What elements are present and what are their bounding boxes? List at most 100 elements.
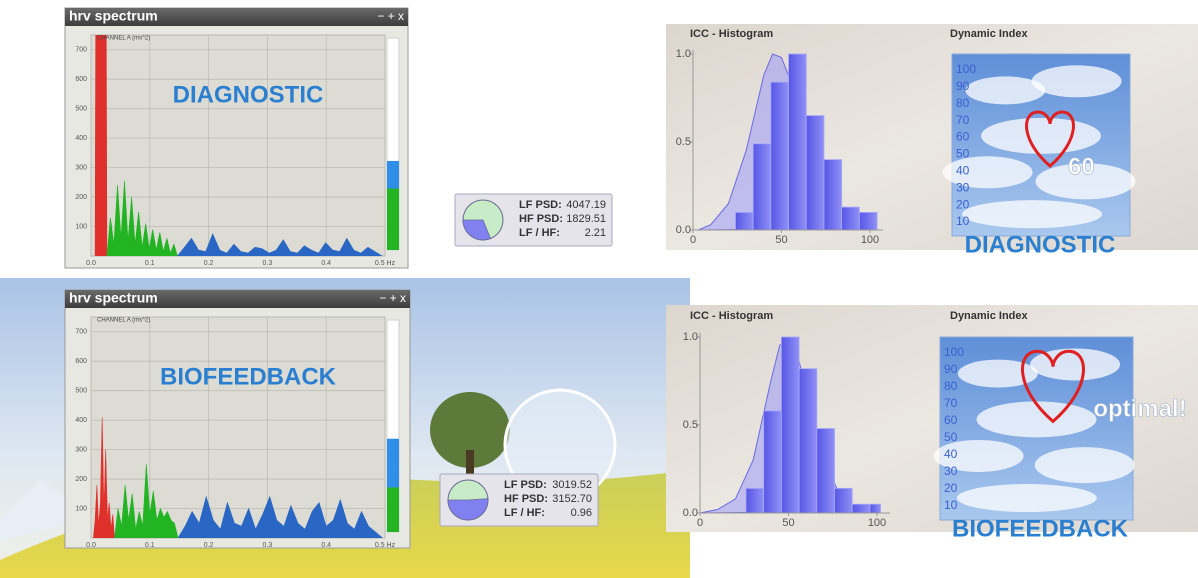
x-tick-label: 0.1 xyxy=(145,542,155,549)
mode-label: BIOFEEDBACK xyxy=(952,515,1129,542)
index-value: 60 xyxy=(1068,153,1095,180)
scale-label: 10 xyxy=(956,214,970,228)
spectrum-window: hrv spectrum− + x1002003004005006007000.… xyxy=(65,290,410,549)
histogram-bar xyxy=(753,144,771,230)
y-tick-label: 600 xyxy=(75,358,87,365)
scale-label: 20 xyxy=(956,197,970,211)
y-tick-label: 0.0 xyxy=(676,224,691,236)
y-tick-label: 100 xyxy=(75,223,87,230)
psd-value: 1829.51 xyxy=(566,213,606,225)
x-tick-label: 0.3 xyxy=(263,260,273,267)
y-tick-label: 0.0 xyxy=(683,507,698,519)
scale-label: 70 xyxy=(956,113,970,127)
histogram-bar xyxy=(735,212,753,230)
histogram-bar xyxy=(771,82,789,230)
y-tick-label: 200 xyxy=(75,476,87,483)
y-tick-label: 700 xyxy=(75,329,87,336)
x-tick-label: 100 xyxy=(868,517,886,529)
scale-label: 60 xyxy=(956,130,970,144)
histogram-bar xyxy=(852,504,870,513)
y-tick-label: 100 xyxy=(75,505,87,512)
scale-label: 20 xyxy=(944,481,958,495)
psd-label: LF PSD: xyxy=(519,199,562,211)
psd-label: HF PSD: xyxy=(519,213,563,225)
scale-label: 70 xyxy=(944,396,958,410)
scale-label: 10 xyxy=(944,498,958,512)
mode-label: DIAGNOSTIC xyxy=(173,81,324,108)
y-tick-label: 1.0 xyxy=(683,331,698,343)
scale-label: 100 xyxy=(944,345,964,359)
y-tick-label: 500 xyxy=(75,106,87,113)
x-tick-label: 0 xyxy=(690,234,696,246)
x-tick-label: 50 xyxy=(775,234,787,246)
gauge-segment xyxy=(387,487,399,532)
cloud xyxy=(981,118,1101,154)
scale-label: 30 xyxy=(944,464,958,478)
y-tick-label: 300 xyxy=(75,164,87,171)
y-tick-label: 400 xyxy=(75,135,87,142)
psd-label: LF PSD: xyxy=(504,479,547,491)
scale-label: 90 xyxy=(944,362,958,376)
panel-title: Dynamic Index xyxy=(950,28,1029,40)
panel-title: Dynamic Index xyxy=(950,310,1029,322)
window-controls[interactable]: − + x xyxy=(377,9,404,23)
y-tick-label: 400 xyxy=(75,417,87,424)
x-tick-label: 0.1 xyxy=(145,260,155,267)
cloud xyxy=(957,484,1097,512)
y-tick-label: 1.0 xyxy=(676,48,691,60)
dynamic-index: Dynamic Index10090807060504030201060DIAG… xyxy=(943,28,1136,258)
scale-label: 30 xyxy=(956,180,970,194)
y-tick-label: 200 xyxy=(75,194,87,201)
psd-label: LF / HF: xyxy=(519,227,560,239)
x-tick-label: 0.5 Hz xyxy=(375,260,396,267)
cloud xyxy=(1032,65,1122,97)
y-tick-label: 700 xyxy=(75,47,87,54)
window-title: hrv spectrum xyxy=(69,8,158,24)
scale-label: 90 xyxy=(956,79,970,93)
histogram-bar xyxy=(859,212,877,230)
panel-title: ICC - Histogram xyxy=(690,310,773,322)
histogram-bar xyxy=(824,160,842,230)
x-tick-label: 0.5 Hz xyxy=(375,542,396,549)
spectrum-window: hrv spectrum− + x1002003004005006007000.… xyxy=(65,8,408,268)
histogram-bar xyxy=(781,337,799,513)
psd-box: LF PSD: 3019.52 HF PSD: 3152.70 LF / HF: 0.96 xyxy=(440,474,598,526)
psd-label: HF PSD: xyxy=(504,493,548,505)
x-tick-label: 50 xyxy=(782,517,794,529)
psd-value: 0.96 xyxy=(571,507,592,519)
scale-label: 60 xyxy=(944,413,958,427)
histogram-bar xyxy=(835,488,853,513)
gauge-segment xyxy=(387,161,399,189)
x-tick-label: 0 xyxy=(697,517,703,529)
psd-value: 3019.52 xyxy=(552,479,592,491)
x-tick-label: 0.2 xyxy=(204,542,214,549)
histogram-bar xyxy=(806,116,824,230)
x-tick-label: 0.4 xyxy=(321,260,331,267)
psd-value: 4047.19 xyxy=(566,199,606,211)
x-tick-label: 0.2 xyxy=(204,260,214,267)
gauge-segment xyxy=(387,439,399,488)
psd-box: LF PSD:4047.19HF PSD:1829.51LF / HF:2.21 xyxy=(455,194,612,246)
histogram-bar xyxy=(842,207,860,230)
screenshot: hrv spectrum− + x1002003004005006007000.… xyxy=(0,0,1198,578)
spectrum-area xyxy=(95,32,107,256)
cloud xyxy=(962,200,1102,228)
x-tick-label: 100 xyxy=(861,234,879,246)
histogram-bar xyxy=(746,488,764,513)
histogram-bar xyxy=(817,429,835,513)
mode-label: BIOFEEDBACK xyxy=(160,363,337,390)
window-controls[interactable]: − + x xyxy=(379,291,406,305)
psd-value: 3152.70 xyxy=(552,493,592,505)
histogram-bar xyxy=(799,369,817,513)
mode-label: DIAGNOSTIC xyxy=(965,231,1116,258)
scale-label: 80 xyxy=(944,379,958,393)
gauge-segment xyxy=(387,189,399,250)
histogram-bar xyxy=(764,411,782,513)
psd-label: LF / HF: xyxy=(504,507,545,519)
cloud xyxy=(1035,447,1135,483)
y-tick-label: 300 xyxy=(75,446,87,453)
plot-area xyxy=(91,35,385,256)
scale-label: 100 xyxy=(956,62,976,76)
window-title: hrv spectrum xyxy=(69,290,158,306)
x-tick-label: 0.4 xyxy=(321,542,331,549)
